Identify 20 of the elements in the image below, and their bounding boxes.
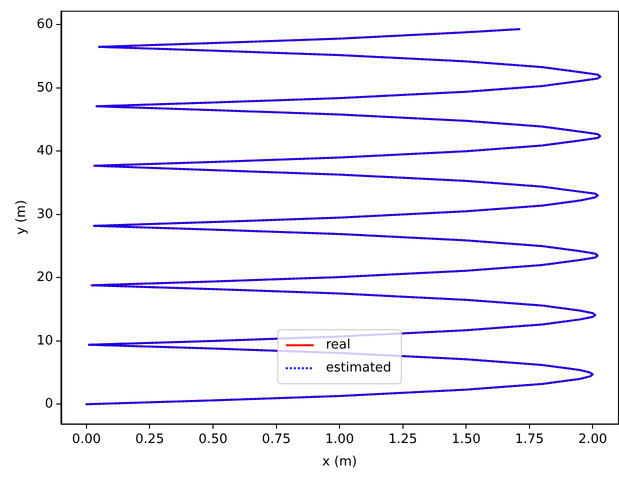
y-tick-label: 30 (36, 206, 54, 222)
y-tick-label: 10 (36, 333, 54, 348)
x-tick-label: 1.25 (388, 432, 418, 447)
x-tick-label: 0.75 (262, 432, 291, 447)
x-tick-label: 0.25 (135, 432, 164, 447)
x-tick-label: 1.75 (514, 432, 544, 447)
legend-label: real (326, 338, 350, 353)
y-axis-title: y (m) (14, 200, 30, 235)
x-tick-label: 1.50 (452, 432, 481, 447)
x-tick-label: 2.00 (578, 432, 608, 447)
y-tick-label: 50 (36, 80, 54, 96)
x-axis-title: x (m) (322, 454, 357, 470)
y-tick-label: 20 (36, 270, 54, 286)
y-tick-label: 60 (36, 17, 54, 32)
x-tick-label: 1.00 (325, 432, 354, 447)
x-tick-label: 0.50 (198, 432, 228, 447)
y-tick-label: 40 (36, 144, 54, 159)
y-tick-label: 0 (44, 396, 54, 412)
x-tick-label: 0.00 (72, 432, 101, 447)
legend-label: estimated (326, 360, 392, 376)
